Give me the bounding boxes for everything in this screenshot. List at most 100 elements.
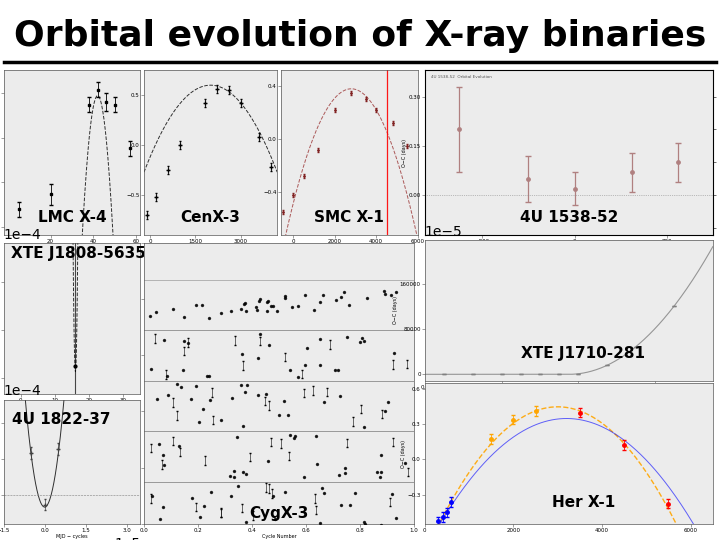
Point xyxy=(299,472,310,481)
Point xyxy=(358,518,369,526)
Point xyxy=(178,313,189,321)
Point xyxy=(70,361,81,370)
Point xyxy=(339,463,351,472)
X-axis label: Orbit Number: Orbit Number xyxy=(332,246,366,251)
Point xyxy=(330,366,341,374)
Point xyxy=(279,294,291,302)
X-axis label: Orbital cycles: Orbital cycles xyxy=(55,405,89,410)
Point xyxy=(279,488,291,496)
Point xyxy=(333,366,344,375)
Point xyxy=(229,467,240,476)
Point xyxy=(252,390,264,399)
Point xyxy=(235,380,247,389)
Point xyxy=(288,434,300,443)
Point xyxy=(203,314,215,322)
Point xyxy=(175,382,186,391)
Text: XTE J1710-281: XTE J1710-281 xyxy=(521,346,645,361)
Point xyxy=(315,335,326,343)
X-axis label: Cycle Number: Cycle Number xyxy=(261,535,297,539)
Point xyxy=(454,125,465,134)
Point xyxy=(299,361,310,370)
Point xyxy=(390,514,402,522)
Point xyxy=(335,392,346,401)
Point xyxy=(339,469,351,477)
Point xyxy=(315,361,326,369)
Point xyxy=(336,501,347,510)
Point xyxy=(523,174,534,183)
Point xyxy=(376,467,387,476)
Point xyxy=(345,501,356,509)
Text: 4U 1822-37: 4U 1822-37 xyxy=(12,412,110,427)
Point xyxy=(282,411,294,420)
Text: CenX-3: CenX-3 xyxy=(181,210,240,225)
Point xyxy=(374,472,386,481)
Point xyxy=(390,288,402,296)
Point xyxy=(186,494,198,502)
Point xyxy=(569,185,580,193)
Point xyxy=(158,461,170,470)
Point xyxy=(240,470,251,478)
Point xyxy=(375,520,387,529)
Point xyxy=(301,343,312,352)
Point xyxy=(226,394,238,402)
Y-axis label: O−C (days): O−C (days) xyxy=(401,440,406,468)
Point xyxy=(371,467,382,476)
Point xyxy=(215,309,227,318)
Point xyxy=(240,518,252,526)
Point xyxy=(386,489,397,498)
Text: CygX-3: CygX-3 xyxy=(249,506,309,521)
Point xyxy=(177,366,189,375)
Point xyxy=(144,312,156,320)
Point xyxy=(354,338,366,346)
Text: SMC X-1: SMC X-1 xyxy=(314,210,384,225)
Point xyxy=(145,364,157,373)
Point xyxy=(254,295,266,303)
X-axis label: MJD − cycles: MJD − cycles xyxy=(56,535,88,539)
Point xyxy=(174,442,185,450)
Point xyxy=(330,295,341,304)
Point xyxy=(185,395,197,403)
Point xyxy=(194,512,206,521)
Point xyxy=(162,390,174,399)
Point xyxy=(203,372,215,381)
Point xyxy=(284,366,295,375)
Point xyxy=(316,484,328,492)
Point xyxy=(336,292,347,301)
Point xyxy=(274,410,285,419)
Point xyxy=(171,524,182,532)
Point xyxy=(251,303,262,312)
Point xyxy=(289,431,301,440)
Point xyxy=(154,515,166,523)
Point xyxy=(238,299,250,308)
Point xyxy=(318,489,330,497)
Point xyxy=(382,397,393,406)
Point xyxy=(292,302,304,310)
Point xyxy=(385,291,397,299)
X-axis label: O−C Number: O−C Number xyxy=(194,246,227,251)
X-axis label: Orbit No.: Orbit No. xyxy=(61,246,83,251)
Point xyxy=(231,433,243,441)
Point xyxy=(178,337,189,346)
Point xyxy=(626,168,638,177)
Point xyxy=(262,456,274,465)
Point xyxy=(161,372,173,381)
Point xyxy=(224,472,235,481)
Point xyxy=(270,515,282,523)
Point xyxy=(359,422,370,431)
Point xyxy=(205,488,217,496)
Point xyxy=(399,458,410,467)
Point xyxy=(292,373,304,382)
Point xyxy=(311,460,323,468)
Point xyxy=(379,287,390,295)
X-axis label: Orbit Number: Orbit Number xyxy=(552,246,586,251)
Point xyxy=(356,334,368,343)
Point xyxy=(318,397,330,406)
Point xyxy=(359,520,371,529)
Point xyxy=(388,349,400,357)
Point xyxy=(225,492,237,501)
Point xyxy=(333,470,345,479)
Point xyxy=(240,306,252,315)
Point xyxy=(265,302,276,310)
Text: Her X-1: Her X-1 xyxy=(552,495,615,510)
Point xyxy=(341,333,352,341)
